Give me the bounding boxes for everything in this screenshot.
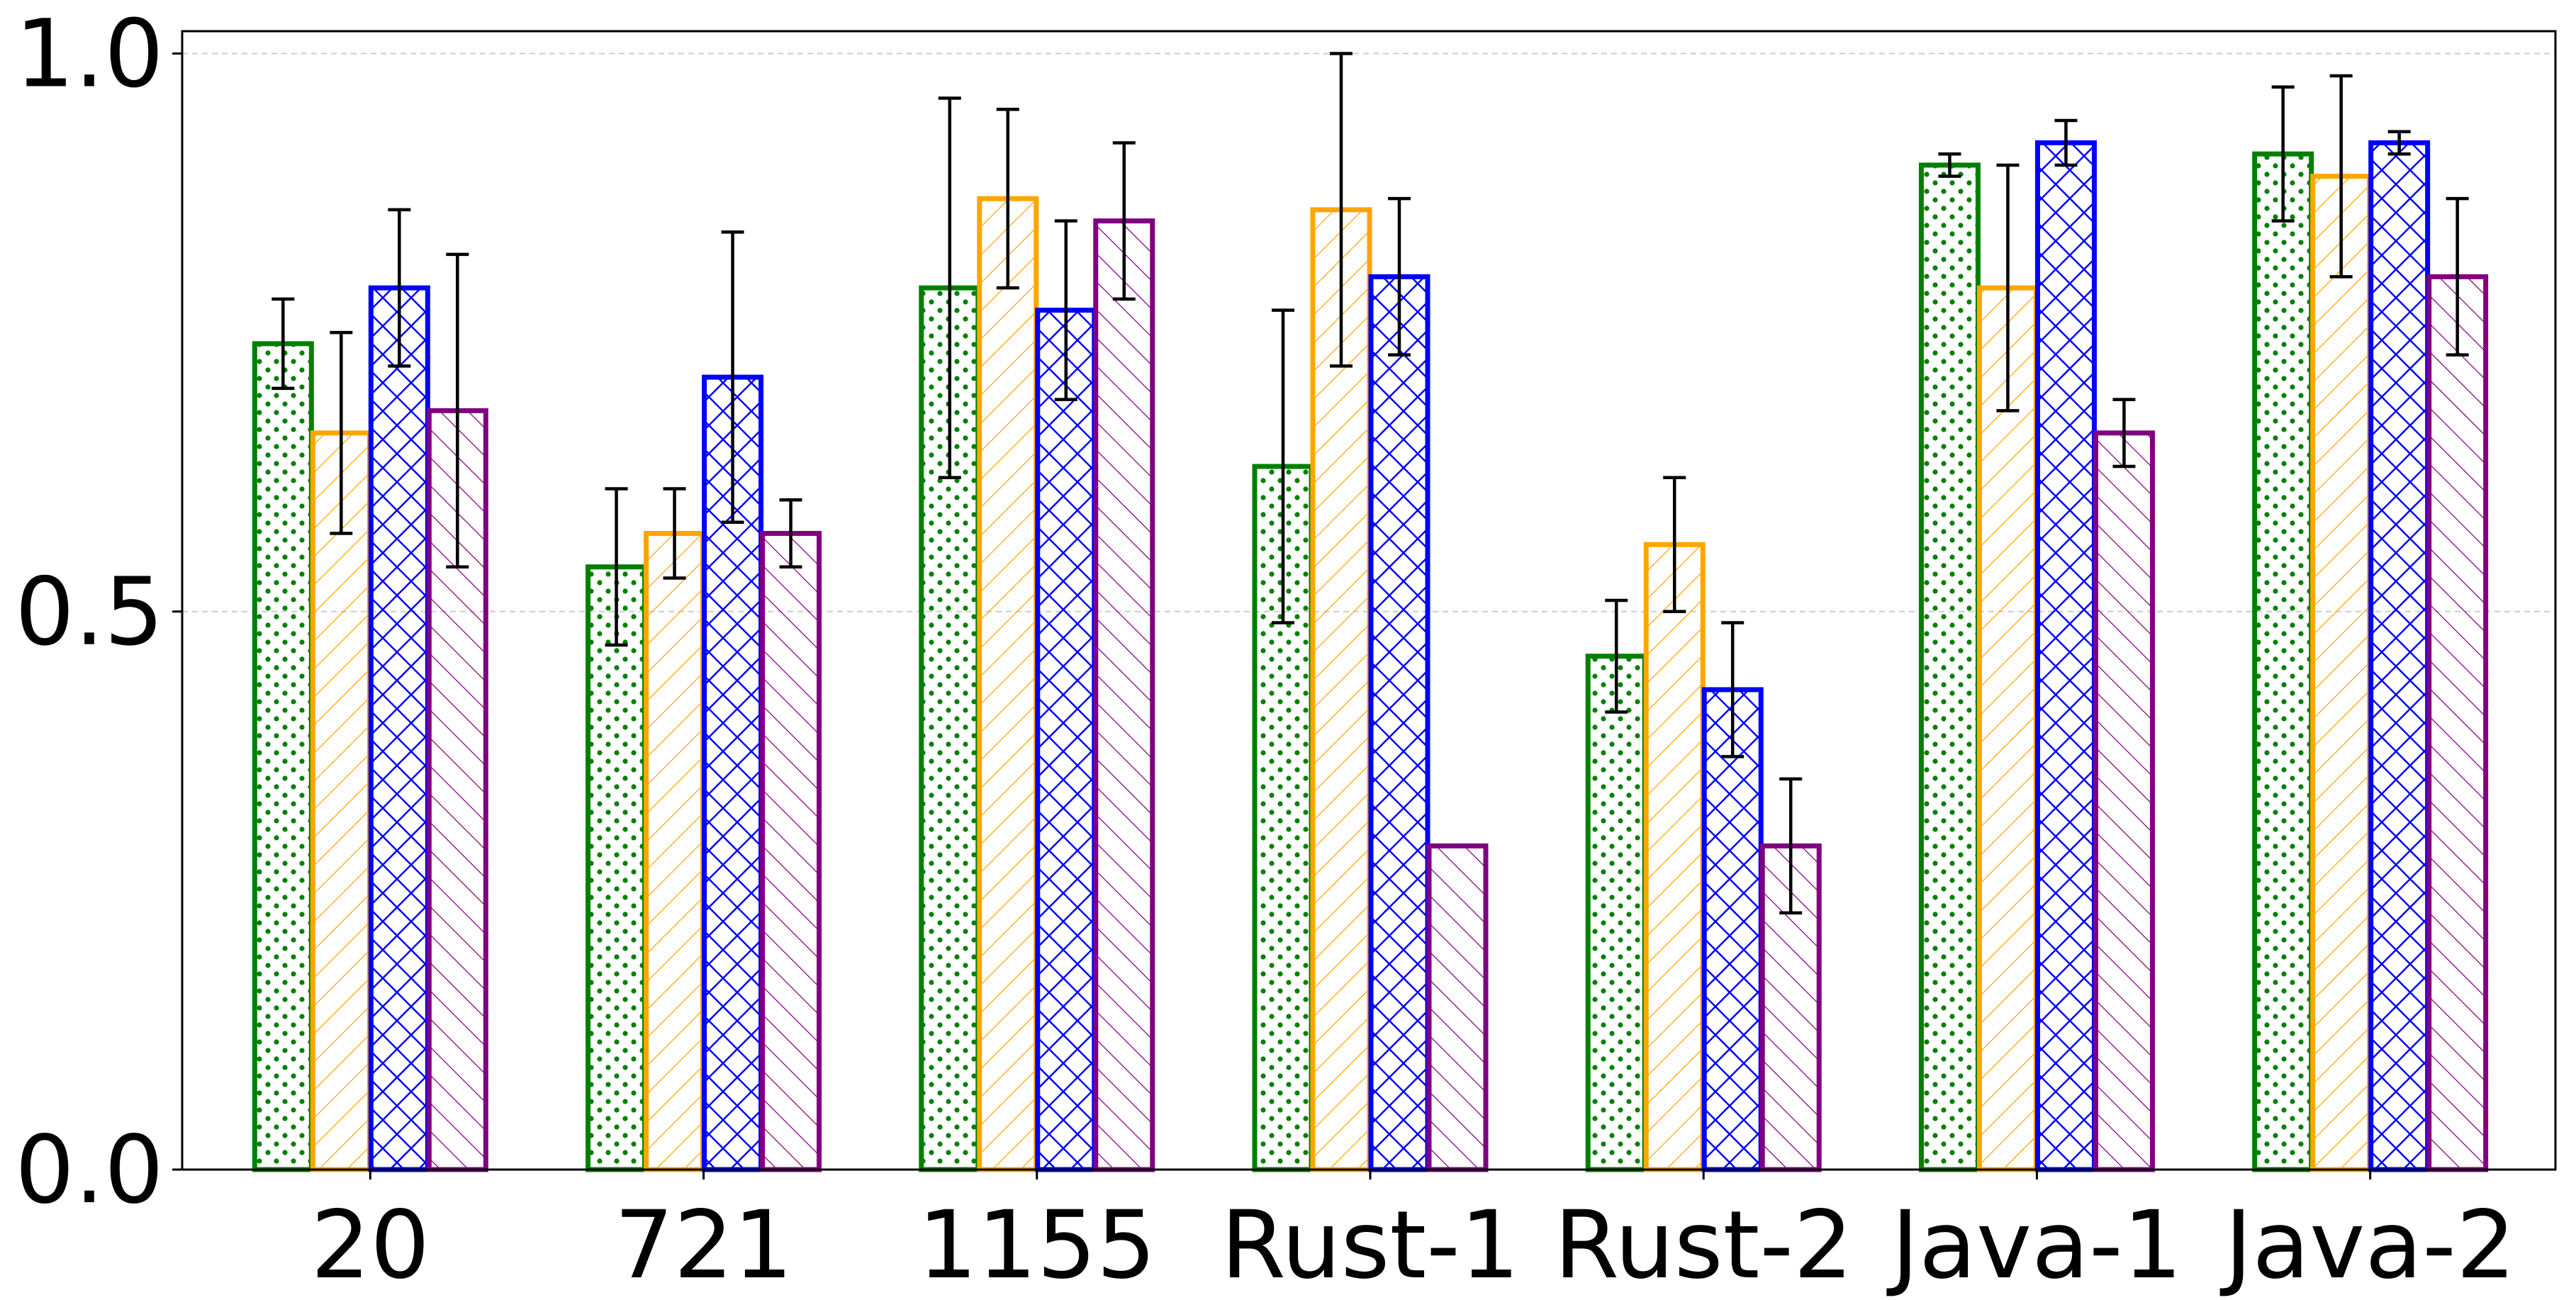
x-tick-label: Rust-1	[1221, 1191, 1520, 1300]
bar	[2368, 140, 2431, 1172]
bar	[1585, 654, 1647, 1172]
x-tick-label: Java-2	[2219, 1191, 2515, 1300]
bar	[2426, 274, 2489, 1172]
x-tick-label: Java-1	[1886, 1191, 2182, 1300]
bar	[760, 531, 822, 1172]
bar	[1643, 542, 1706, 1172]
bar	[252, 341, 314, 1172]
bar	[2310, 174, 2373, 1172]
y-tick-label: 0.0	[15, 1116, 164, 1225]
bar	[586, 564, 648, 1172]
bar	[2034, 140, 2097, 1172]
axes: 0.0 0.5 1.0 20 721 1155 Rust-1 Rust-2 Java-1 Java…	[15, 0, 2516, 1300]
bar	[1368, 274, 1430, 1172]
bar	[1426, 843, 1489, 1172]
x-tick-label: 721	[615, 1191, 793, 1300]
bar	[2252, 151, 2314, 1172]
bar	[1976, 285, 2039, 1172]
bar	[2093, 430, 2155, 1172]
bar	[1093, 218, 1155, 1172]
bar	[1918, 162, 1981, 1172]
x-tick-label: 20	[310, 1191, 430, 1300]
x-tick-label: 1155	[918, 1191, 1156, 1300]
y-tick-label: 0.5	[15, 558, 164, 667]
plot-frame	[181, 30, 2557, 1171]
bar	[310, 430, 372, 1172]
bar	[1701, 687, 1764, 1172]
bar	[1035, 308, 1097, 1172]
bar	[977, 196, 1039, 1172]
bars	[252, 140, 2489, 1172]
error-bars	[271, 52, 2469, 915]
bar	[644, 531, 706, 1172]
bar	[1759, 843, 1822, 1172]
bar	[368, 285, 430, 1172]
y-tick-label: 1.0	[15, 0, 164, 108]
x-tick-label: Rust-2	[1554, 1191, 1853, 1300]
